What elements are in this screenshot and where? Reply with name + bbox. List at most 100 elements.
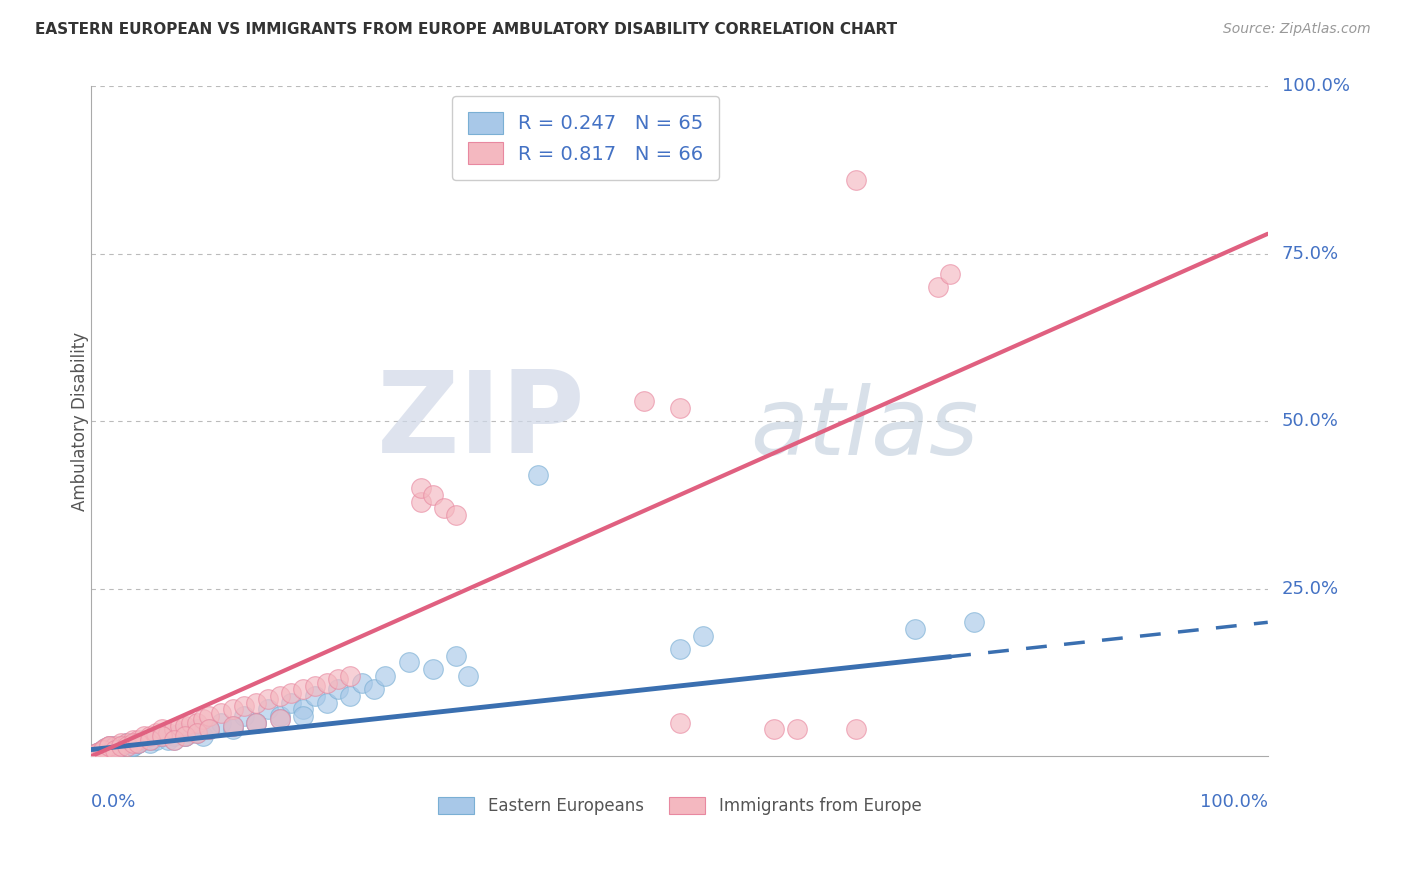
Point: [115, 739, 138, 754]
Point: [115, 736, 138, 750]
Point: [245, 715, 267, 730]
Point: [198, 709, 221, 723]
Point: [104, 742, 127, 756]
Point: [280, 685, 302, 699]
Point: [762, 723, 785, 737]
Point: [86, 746, 108, 760]
Point: [104, 742, 127, 756]
Point: [98, 744, 121, 758]
Point: [110, 739, 132, 754]
Point: [90, 744, 112, 758]
Point: [433, 501, 456, 516]
Point: [145, 726, 167, 740]
Point: [269, 689, 291, 703]
Point: [139, 729, 162, 743]
Point: [115, 736, 138, 750]
Point: [150, 729, 173, 743]
Point: [245, 715, 267, 730]
Point: [256, 692, 278, 706]
Point: [233, 699, 256, 714]
Point: [927, 280, 949, 294]
Point: [292, 709, 315, 723]
Point: [363, 682, 385, 697]
Point: [845, 723, 868, 737]
Point: [209, 706, 232, 720]
Text: ZIP: ZIP: [377, 366, 585, 477]
Point: [101, 739, 124, 754]
Point: [139, 732, 162, 747]
Text: 75.0%: 75.0%: [1282, 245, 1339, 263]
Point: [186, 723, 208, 737]
Point: [280, 696, 302, 710]
Point: [163, 732, 186, 747]
Point: [186, 726, 208, 740]
Y-axis label: Ambulatory Disability: Ambulatory Disability: [72, 332, 89, 511]
Point: [409, 494, 432, 508]
Point: [121, 732, 143, 747]
Point: [457, 669, 479, 683]
Point: [174, 719, 197, 733]
Point: [174, 729, 197, 743]
Point: [121, 739, 143, 754]
Point: [186, 726, 208, 740]
Point: [98, 739, 121, 754]
Point: [198, 723, 221, 737]
Point: [163, 732, 186, 747]
Text: 25.0%: 25.0%: [1282, 580, 1339, 598]
Point: [139, 732, 162, 747]
Point: [409, 481, 432, 495]
Point: [98, 739, 121, 754]
Text: 100.0%: 100.0%: [1199, 793, 1268, 811]
Point: [786, 723, 808, 737]
Point: [127, 736, 149, 750]
Text: 50.0%: 50.0%: [1282, 412, 1339, 430]
Text: 0.0%: 0.0%: [91, 793, 136, 811]
Point: [94, 741, 117, 756]
Point: [86, 746, 108, 760]
Point: [174, 729, 197, 743]
Point: [304, 679, 326, 693]
Point: [668, 715, 690, 730]
Point: [398, 656, 420, 670]
Point: [156, 726, 179, 740]
Point: [221, 702, 243, 716]
Point: [668, 642, 690, 657]
Point: [86, 746, 108, 760]
Point: [90, 744, 112, 758]
Point: [845, 173, 868, 187]
Point: [315, 696, 337, 710]
Legend: Eastern Europeans, Immigrants from Europe: Eastern Europeans, Immigrants from Europ…: [432, 790, 928, 822]
Point: [209, 715, 232, 730]
Point: [163, 723, 186, 737]
Point: [121, 736, 143, 750]
Point: [169, 726, 191, 740]
Point: [139, 736, 162, 750]
Point: [904, 622, 927, 636]
Point: [256, 702, 278, 716]
Point: [315, 675, 337, 690]
Point: [134, 732, 156, 747]
Point: [186, 715, 208, 730]
Point: [527, 467, 550, 482]
Point: [127, 736, 149, 750]
Point: [110, 739, 132, 754]
Point: [339, 689, 361, 703]
Point: [91, 742, 114, 756]
Point: [121, 739, 143, 754]
Point: [198, 723, 221, 737]
Point: [169, 719, 191, 733]
Point: [104, 739, 127, 754]
Point: [444, 648, 467, 663]
Point: [150, 729, 173, 743]
Point: [422, 662, 444, 676]
Point: [91, 742, 114, 756]
Point: [962, 615, 984, 630]
Point: [292, 702, 315, 716]
Point: [339, 669, 361, 683]
Point: [692, 629, 714, 643]
Point: [668, 401, 690, 415]
Point: [134, 729, 156, 743]
Point: [163, 729, 186, 743]
Point: [221, 719, 243, 733]
Point: [292, 682, 315, 697]
